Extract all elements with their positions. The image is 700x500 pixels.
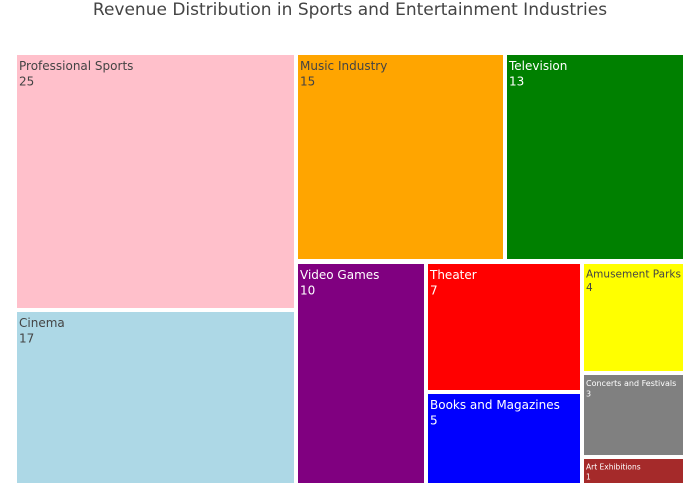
- tile-value-art-exhibitions: 1: [586, 472, 591, 481]
- tile-rect-art-exhibitions[interactable]: [582, 457, 685, 485]
- tile-video-games[interactable]: Video Games 10: [296, 262, 426, 485]
- tile-rect-video-games[interactable]: [296, 262, 426, 485]
- tile-books-and-magazines[interactable]: Books and Magazines 5: [426, 392, 582, 485]
- tile-cinema[interactable]: Cinema 17: [15, 310, 296, 485]
- tile-value-music-industry: 15: [300, 75, 315, 89]
- tile-label-art-exhibitions: Art Exhibitions: [586, 463, 641, 472]
- tile-rect-television[interactable]: [505, 53, 685, 261]
- chart-title: Revenue Distribution in Sports and Enter…: [92, 0, 608, 20]
- tile-rect-theater[interactable]: [426, 262, 582, 392]
- tile-label-professional-sports: Professional Sports: [19, 59, 133, 73]
- tile-rect-books-and-magazines[interactable]: [426, 392, 582, 485]
- tile-label-concerts-and-festivals: Concerts and Festivals: [586, 379, 676, 388]
- tile-value-cinema: 17: [19, 332, 34, 346]
- tile-label-television: Television: [508, 59, 567, 73]
- tile-value-amusement-parks: 4: [586, 282, 593, 294]
- tile-label-amusement-parks: Amusement Parks: [586, 269, 681, 281]
- tile-rect-amusement-parks[interactable]: [582, 262, 685, 373]
- tile-label-cinema: Cinema: [19, 316, 65, 330]
- tile-value-books-and-magazines: 5: [430, 414, 438, 428]
- tile-value-concerts-and-festivals: 3: [586, 389, 591, 398]
- tile-music-industry[interactable]: Music Industry 15: [296, 53, 505, 261]
- tile-value-theater: 7: [430, 284, 438, 298]
- tile-rect-professional-sports[interactable]: [15, 53, 296, 310]
- tile-label-music-industry: Music Industry: [300, 59, 387, 73]
- tile-rect-cinema[interactable]: [15, 310, 296, 485]
- tile-label-theater: Theater: [429, 268, 477, 282]
- tile-theater[interactable]: Theater 7: [426, 262, 582, 392]
- tile-television[interactable]: Television 13: [505, 53, 685, 261]
- tile-value-video-games: 10: [300, 284, 315, 298]
- tile-rect-concerts-and-festivals[interactable]: [582, 373, 685, 457]
- tile-value-professional-sports: 25: [19, 75, 34, 89]
- tile-label-books-and-magazines: Books and Magazines: [430, 398, 560, 412]
- tile-label-video-games: Video Games: [300, 268, 379, 282]
- tile-rect-music-industry[interactable]: [296, 53, 505, 261]
- tile-professional-sports[interactable]: Professional Sports 25: [15, 53, 296, 310]
- tile-value-television: 13: [509, 75, 524, 89]
